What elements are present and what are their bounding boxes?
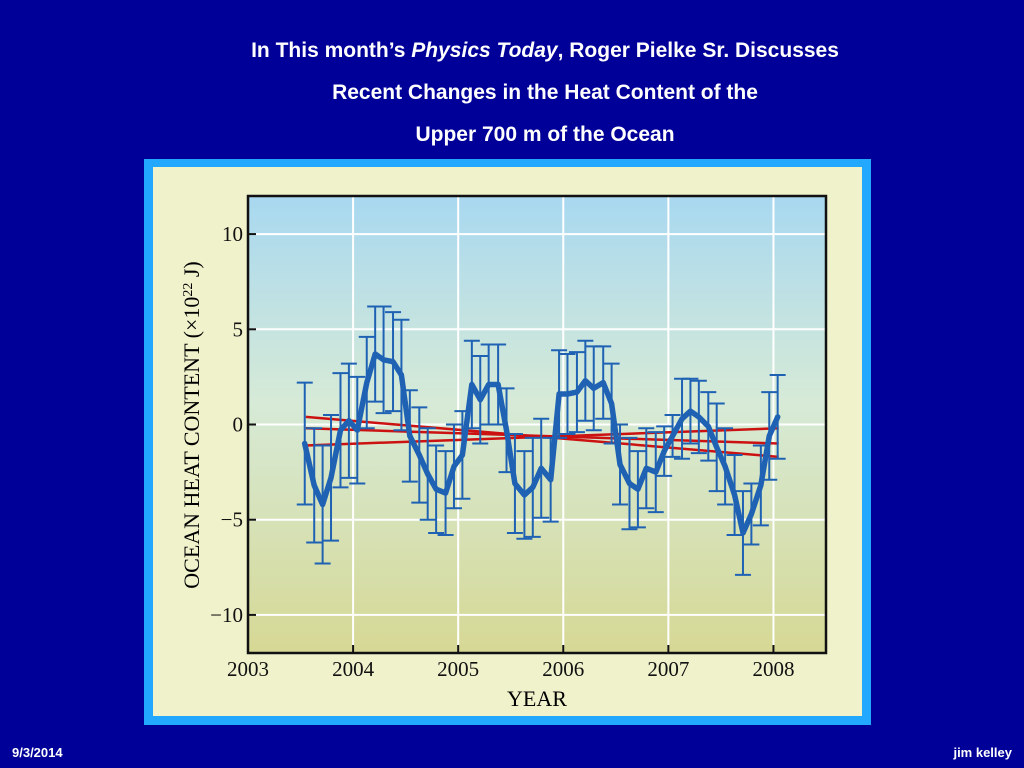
x-tick-label: 2004 [332, 657, 375, 681]
y-tick-label: −5 [221, 508, 243, 532]
y-axis-label-unit: J) [179, 261, 204, 282]
y-tick-label: 5 [233, 317, 244, 341]
footer-date: 9/3/2014 [12, 745, 63, 760]
y-axis-label: OCEAN HEAT CONTENT (×1022 J) [179, 261, 204, 588]
title-line-3: Upper 700 m of the Ocean [415, 123, 675, 146]
x-tick-label: 2005 [437, 657, 479, 681]
title-line-2: Recent Changes in the Heat Content of th… [332, 81, 758, 104]
y-axis-label-exponent: 22 [181, 283, 196, 297]
title-journal-name: Physics Today [411, 39, 558, 62]
footer-author: jim kelley [953, 745, 1012, 760]
title-line-1: In This month’s Physics Today, Roger Pie… [0, 30, 1024, 72]
series-line [301, 351, 781, 536]
y-tick-label: 0 [233, 413, 244, 437]
y-axis-label-main: OCEAN HEAT CONTENT (×10 [179, 297, 204, 589]
y-tick-label: 10 [222, 222, 243, 246]
y-tick-labels: 10 5 0 −5 −10 [210, 222, 243, 627]
x-tick-label: 2008 [752, 657, 794, 681]
title-line-1-pre: In This month’s [251, 39, 412, 62]
trend-line [305, 427, 779, 447]
x-axis-label: YEAR [507, 686, 567, 711]
grid [247, 196, 826, 653]
x-tick-label: 2007 [647, 657, 689, 681]
trend-lines [305, 415, 779, 459]
x-tick-label: 2003 [227, 657, 269, 681]
plot-border [246, 194, 828, 655]
slide-title: In This month’s Physics Today, Roger Pie… [0, 30, 1024, 156]
x-tick-label: 2006 [542, 657, 584, 681]
title-line-1-post: , Roger Pielke Sr. Discusses [557, 39, 839, 62]
x-tick-labels: 2003 2004 2005 2006 2007 2008 [227, 657, 794, 681]
y-tick-label: −10 [210, 603, 243, 627]
